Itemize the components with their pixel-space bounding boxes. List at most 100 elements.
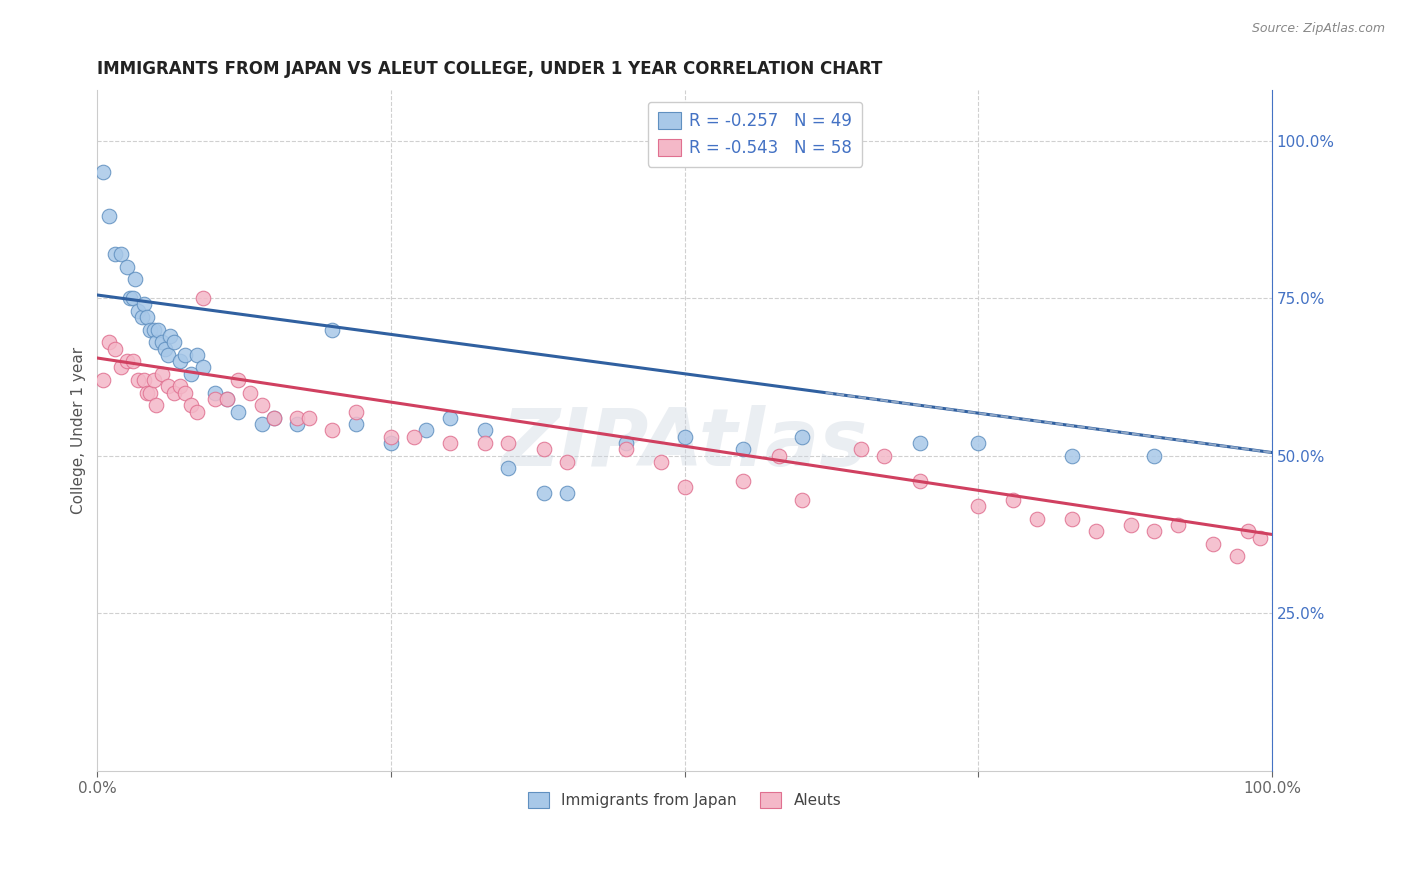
Point <box>174 385 197 400</box>
Point <box>555 455 578 469</box>
Point <box>1249 531 1271 545</box>
Point <box>215 392 238 406</box>
Point <box>91 165 114 179</box>
Point <box>533 442 555 457</box>
Point <box>215 392 238 406</box>
Point <box>733 442 755 457</box>
Point <box>186 404 208 418</box>
Point <box>1002 492 1025 507</box>
Point <box>104 247 127 261</box>
Point <box>344 404 367 418</box>
Point <box>131 310 153 324</box>
Point <box>790 430 813 444</box>
Point <box>124 272 146 286</box>
Point <box>1026 511 1049 525</box>
Point <box>180 367 202 381</box>
Point <box>380 436 402 450</box>
Point <box>115 354 138 368</box>
Point <box>439 436 461 450</box>
Point <box>1119 518 1142 533</box>
Point <box>139 385 162 400</box>
Point <box>163 385 186 400</box>
Point <box>121 354 143 368</box>
Point <box>180 398 202 412</box>
Point <box>127 303 149 318</box>
Point <box>298 410 321 425</box>
Point <box>908 474 931 488</box>
Point <box>285 410 308 425</box>
Point <box>344 417 367 432</box>
Point <box>555 486 578 500</box>
Point <box>1143 449 1166 463</box>
Point <box>1167 518 1189 533</box>
Point <box>148 323 170 337</box>
Text: IMMIGRANTS FROM JAPAN VS ALEUT COLLEGE, UNDER 1 YEAR CORRELATION CHART: IMMIGRANTS FROM JAPAN VS ALEUT COLLEGE, … <box>97 60 883 78</box>
Point <box>204 385 226 400</box>
Point <box>120 291 142 305</box>
Point <box>1084 524 1107 539</box>
Point <box>145 398 167 412</box>
Point <box>650 455 672 469</box>
Point <box>142 373 165 387</box>
Point <box>498 436 520 450</box>
Point <box>321 424 343 438</box>
Point <box>186 348 208 362</box>
Point <box>263 410 285 425</box>
Point <box>1226 549 1249 564</box>
Point <box>121 291 143 305</box>
Point <box>250 398 273 412</box>
Point <box>614 436 637 450</box>
Y-axis label: College, Under 1 year: College, Under 1 year <box>72 347 86 514</box>
Point <box>150 367 173 381</box>
Point <box>263 410 285 425</box>
Point <box>110 247 132 261</box>
Point <box>169 379 191 393</box>
Point <box>134 373 156 387</box>
Point <box>163 335 186 350</box>
Point <box>239 385 262 400</box>
Point <box>110 360 132 375</box>
Legend: Immigrants from Japan, Aleuts: Immigrants from Japan, Aleuts <box>522 786 848 814</box>
Point <box>285 417 308 432</box>
Point <box>321 323 343 337</box>
Point <box>673 480 696 494</box>
Point <box>439 410 461 425</box>
Point <box>204 392 226 406</box>
Point <box>250 417 273 432</box>
Point <box>380 430 402 444</box>
Point <box>967 499 990 513</box>
Point <box>614 442 637 457</box>
Text: ZIPAtlas: ZIPAtlas <box>502 405 868 483</box>
Point <box>115 260 138 274</box>
Point <box>155 342 177 356</box>
Point <box>498 461 520 475</box>
Point <box>873 449 896 463</box>
Point <box>135 310 157 324</box>
Point <box>104 342 127 356</box>
Point <box>226 404 249 418</box>
Point <box>1062 449 1084 463</box>
Point <box>98 209 121 223</box>
Point <box>142 323 165 337</box>
Point <box>1237 524 1260 539</box>
Point <box>191 360 214 375</box>
Point <box>226 373 249 387</box>
Point <box>159 329 181 343</box>
Point <box>127 373 149 387</box>
Point <box>156 379 179 393</box>
Point <box>150 335 173 350</box>
Point <box>474 436 496 450</box>
Point <box>673 430 696 444</box>
Point <box>139 323 162 337</box>
Point <box>849 442 872 457</box>
Point <box>134 297 156 311</box>
Point <box>1143 524 1166 539</box>
Point <box>135 385 157 400</box>
Point <box>415 424 437 438</box>
Point <box>145 335 167 350</box>
Point <box>733 474 755 488</box>
Point <box>91 373 114 387</box>
Point <box>967 436 990 450</box>
Point <box>156 348 179 362</box>
Point <box>908 436 931 450</box>
